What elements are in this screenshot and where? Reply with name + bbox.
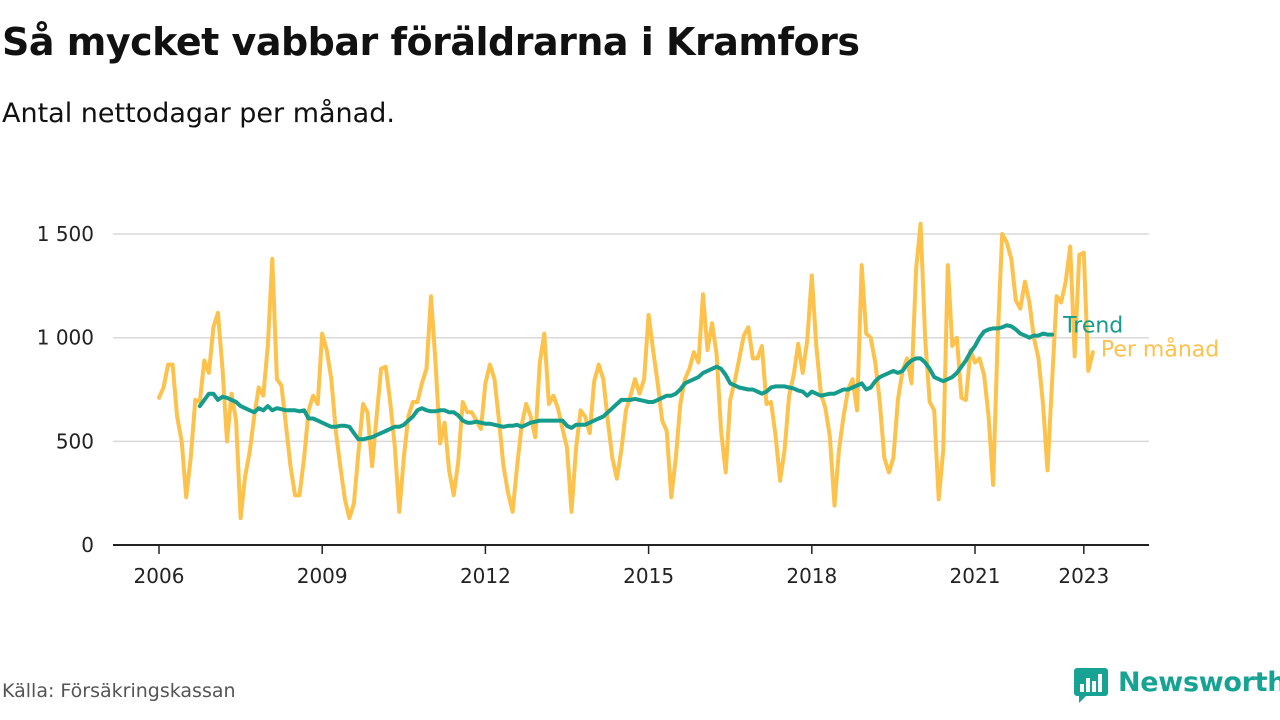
y-tick-label: 500 bbox=[56, 429, 94, 453]
y-tick-label: 1 000 bbox=[37, 326, 94, 350]
gridlines bbox=[113, 233, 1149, 443]
brand-name: Newsworthy bbox=[1118, 667, 1280, 698]
x-tick-label: 2006 bbox=[134, 564, 185, 588]
x-axis: 2006 2009 2012 2015 2018 2021 2023 bbox=[113, 544, 1149, 588]
x-tick-label: 2009 bbox=[297, 564, 348, 588]
chart-title: Så mycket vabbar föräldrarna i Kramfors bbox=[2, 20, 860, 64]
series-label-trend: Trend bbox=[1062, 314, 1123, 339]
series-line-per-manad bbox=[157, 221, 1095, 521]
series-line-trend bbox=[197, 323, 1055, 442]
source-note: Källa: Försäkringskassan bbox=[2, 680, 236, 702]
x-tick-label: 2023 bbox=[1058, 564, 1109, 588]
series-label-per-manad: Per månad bbox=[1101, 337, 1219, 363]
y-axis-labels: 0 500 1 000 1 500 bbox=[37, 222, 94, 557]
y-tick-label: 1 500 bbox=[37, 222, 94, 246]
series-lines bbox=[157, 221, 1095, 521]
x-tick-label: 2015 bbox=[623, 564, 674, 588]
x-tick-label: 2018 bbox=[786, 564, 837, 588]
y-tick-label: 0 bbox=[81, 533, 94, 557]
x-tick-label: 2021 bbox=[950, 564, 1001, 588]
bar-chart-speech-bubble-icon bbox=[1074, 668, 1108, 703]
x-tick-label: 2012 bbox=[460, 564, 511, 588]
chart-subtitle: Antal nettodagar per månad. bbox=[2, 98, 395, 129]
